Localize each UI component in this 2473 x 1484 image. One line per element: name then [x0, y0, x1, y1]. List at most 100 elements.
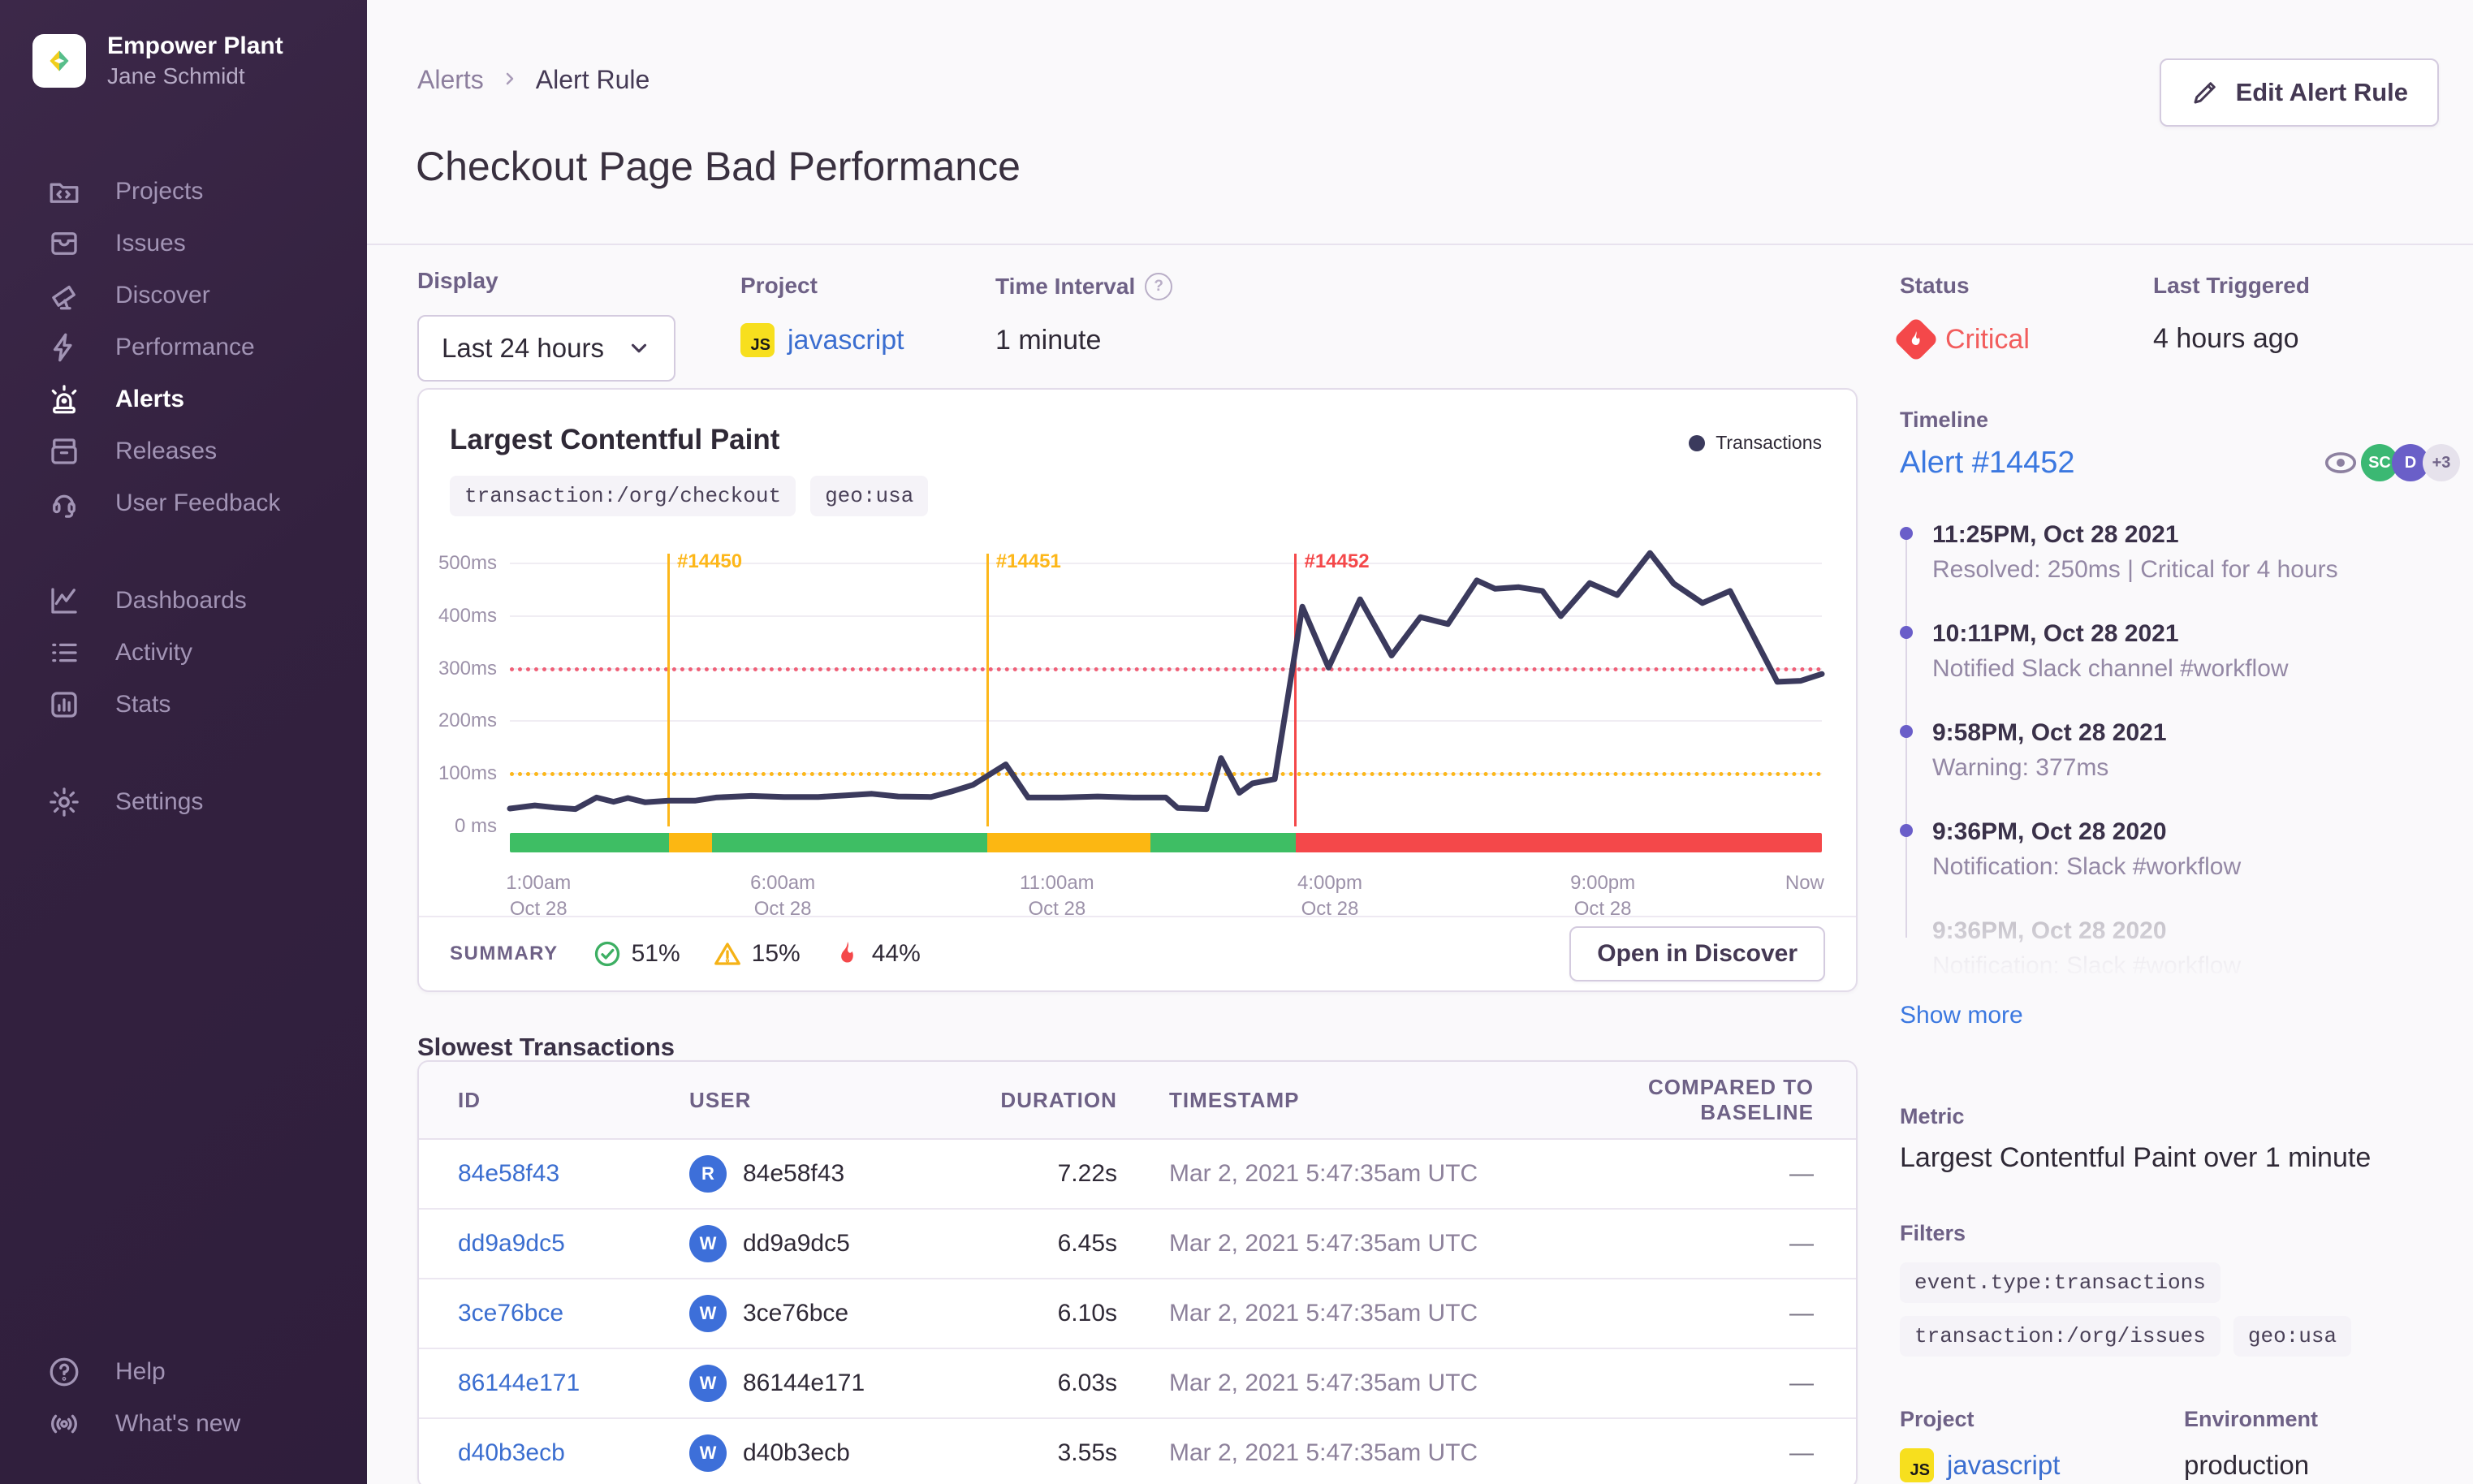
gridline: [510, 615, 1822, 617]
timestamp-cell: Mar 2, 2021 5:47:35am UTC: [1169, 1300, 1478, 1327]
alert-link[interactable]: Alert #14452: [1900, 445, 2075, 480]
transaction-id-link[interactable]: 3ce76bce: [458, 1300, 564, 1327]
y-axis-label: 300ms: [438, 657, 497, 679]
incident-marker-label: #14450: [677, 550, 743, 572]
event-time: 9:58PM, Oct 28 2021: [1932, 719, 2167, 746]
sidebar-bottom-nav: Help What's new: [0, 1346, 367, 1450]
subscriber-avatars[interactable]: SC D +3: [2322, 444, 2460, 481]
sidebar-item-issues[interactable]: Issues: [0, 218, 367, 270]
org-name: Empower Plant: [107, 32, 283, 59]
timestamp-cell: Mar 2, 2021 5:47:35am UTC: [1169, 1160, 1478, 1187]
org-logo: [32, 34, 86, 88]
timeline-event: 10:11PM, Oct 28 2021 Notified Slack chann…: [1900, 616, 2460, 686]
edit-alert-rule-button[interactable]: Edit Alert Rule: [2159, 58, 2439, 127]
broadcast-icon: [47, 1407, 81, 1441]
sidebar-item-user-feedback[interactable]: User Feedback: [0, 477, 367, 529]
project-link[interactable]: javascript: [788, 324, 904, 356]
status-value: Critical: [1945, 323, 2030, 355]
status-strip-segment: [1295, 833, 1822, 852]
filter-pills: event.type:transactions transaction:/org/…: [1900, 1262, 2460, 1357]
critical-fire-icon: [1893, 316, 1940, 363]
col-baseline: COMPARED TO BASELINE: [1647, 1075, 1814, 1124]
col-timestamp: TIMESTAMP: [1169, 1087, 1300, 1112]
incident-marker-line[interactable]: #14451: [986, 550, 1061, 826]
status-block: Status Critical: [1893, 273, 2030, 363]
table-row: 3ce76bce W 3ce76bce 6.10s Mar 2, 2021 5:47:3…: [419, 1279, 1856, 1349]
sidebar-item-releases[interactable]: Releases: [0, 425, 367, 477]
incident-marker-label: #14452: [1304, 550, 1370, 572]
timeline-event: 11:25PM, Oct 28 2021 Resolved: 250ms | Cr…: [1900, 517, 2460, 587]
sidebar-item-help[interactable]: Help: [0, 1346, 367, 1398]
sidebar-item-projects[interactable]: Projects: [0, 166, 367, 218]
sidebar-item-label: Discover: [115, 282, 210, 308]
timeline-label: Timeline: [1900, 408, 1989, 432]
sidebar-item-dashboards[interactable]: Dashboards: [0, 575, 367, 627]
y-axis-label: 500ms: [438, 552, 497, 575]
sidebar-item-label: Projects: [115, 178, 204, 205]
org-user: Jane Schmidt: [107, 63, 245, 88]
last-triggered-value: 4 hours ago: [2153, 323, 2299, 354]
rail-project-link[interactable]: javascript: [1947, 1450, 2061, 1480]
metric-value: Largest Contentful Paint over 1 minute: [1900, 1142, 2372, 1173]
incident-marker-line[interactable]: #14452: [1294, 550, 1370, 826]
avatar[interactable]: D: [2392, 444, 2429, 481]
status-strip-segment: [711, 833, 988, 852]
transaction-id-link[interactable]: 84e58f43: [458, 1160, 560, 1187]
sidebar-item-settings[interactable]: Settings: [0, 776, 367, 828]
display-label: Display: [417, 268, 498, 293]
last-triggered-block: Last Triggered 4 hours ago: [2153, 273, 2310, 355]
avatar[interactable]: +3: [2423, 444, 2460, 481]
help-circle-icon[interactable]: ?: [1145, 273, 1173, 300]
status-strip-segment: [668, 833, 712, 852]
sidebar-item-label: Releases: [115, 438, 218, 464]
alerts-icon: [47, 382, 81, 416]
project-block: Project JS javascript: [740, 273, 904, 357]
breadcrumb-alerts[interactable]: Alerts: [417, 65, 484, 94]
avatar[interactable]: SC: [2361, 444, 2398, 481]
sidebar-item-label: Issues: [115, 230, 186, 257]
org-switcher[interactable]: Empower Plant Jane Schmidt: [0, 0, 367, 91]
sidebar-item-activity[interactable]: Activity: [0, 627, 367, 679]
activity-icon: [47, 636, 81, 670]
sidebar-item-performance[interactable]: Performance: [0, 321, 367, 373]
status-strip-segment: [1150, 833, 1296, 852]
gridline: [510, 563, 1822, 565]
lcp-line-chart[interactable]: 0 ms 100ms 200ms 300ms 400ms 500ms #14450 #1445…: [438, 550, 1825, 837]
summary-healthy: 51%: [593, 939, 680, 968]
col-user: USER: [689, 1087, 752, 1112]
user-cell: W 3ce76bce: [689, 1295, 979, 1332]
user-cell: W 86144e171: [689, 1365, 979, 1402]
user-cell: R 84e58f43: [689, 1155, 979, 1193]
filter-pill: geo:usa: [2233, 1316, 2352, 1357]
sidebar-item-what-s-new[interactable]: What's new: [0, 1398, 367, 1450]
sidebar-item-discover[interactable]: Discover: [0, 270, 367, 321]
show-more-link[interactable]: Show more: [1900, 1002, 2023, 1029]
transactions-series: [507, 550, 1825, 813]
x-axis-labels: 1:00am Oct 28 6:00am Oct 28 11:00am Oct 28 4:0…: [506, 870, 1824, 927]
transaction-id-link[interactable]: d40b3ecb: [458, 1439, 565, 1466]
breadcrumb: Alerts Alert Rule: [417, 65, 650, 95]
chart-title: Largest Contentful Paint: [450, 424, 780, 455]
display-range-select[interactable]: Last 24 hours: [417, 315, 675, 382]
user-avatar: W: [689, 1295, 727, 1332]
col-id: ID: [458, 1087, 481, 1112]
eye-icon: [2322, 444, 2359, 481]
x-axis-tick: 11:00am Oct 28: [1020, 872, 1094, 920]
event-time: 11:25PM, Oct 28 2021: [1932, 521, 2179, 548]
table-body: 84e58f43 R 84e58f43 7.22s Mar 2, 2021 5:47:3…: [419, 1140, 1856, 1484]
sidebar-item-stats[interactable]: Stats: [0, 679, 367, 731]
status-strip-segment: [510, 833, 669, 852]
incident-marker-line[interactable]: #14450: [667, 550, 742, 826]
transaction-id-link[interactable]: 86144e171: [458, 1370, 580, 1396]
event-description: Notification: Slack #workflow: [1932, 853, 2242, 880]
duration-cell: 6.03s: [1057, 1370, 1117, 1396]
transaction-id-link[interactable]: dd9a9dc5: [458, 1230, 565, 1257]
filters-label: Filters: [1900, 1221, 1966, 1245]
sidebar-item-label: Alerts: [115, 386, 185, 412]
sidebar-item-alerts[interactable]: Alerts: [0, 373, 367, 425]
y-axis-label: 0 ms: [454, 815, 497, 837]
open-in-discover-button[interactable]: Open in Discover: [1569, 926, 1825, 981]
